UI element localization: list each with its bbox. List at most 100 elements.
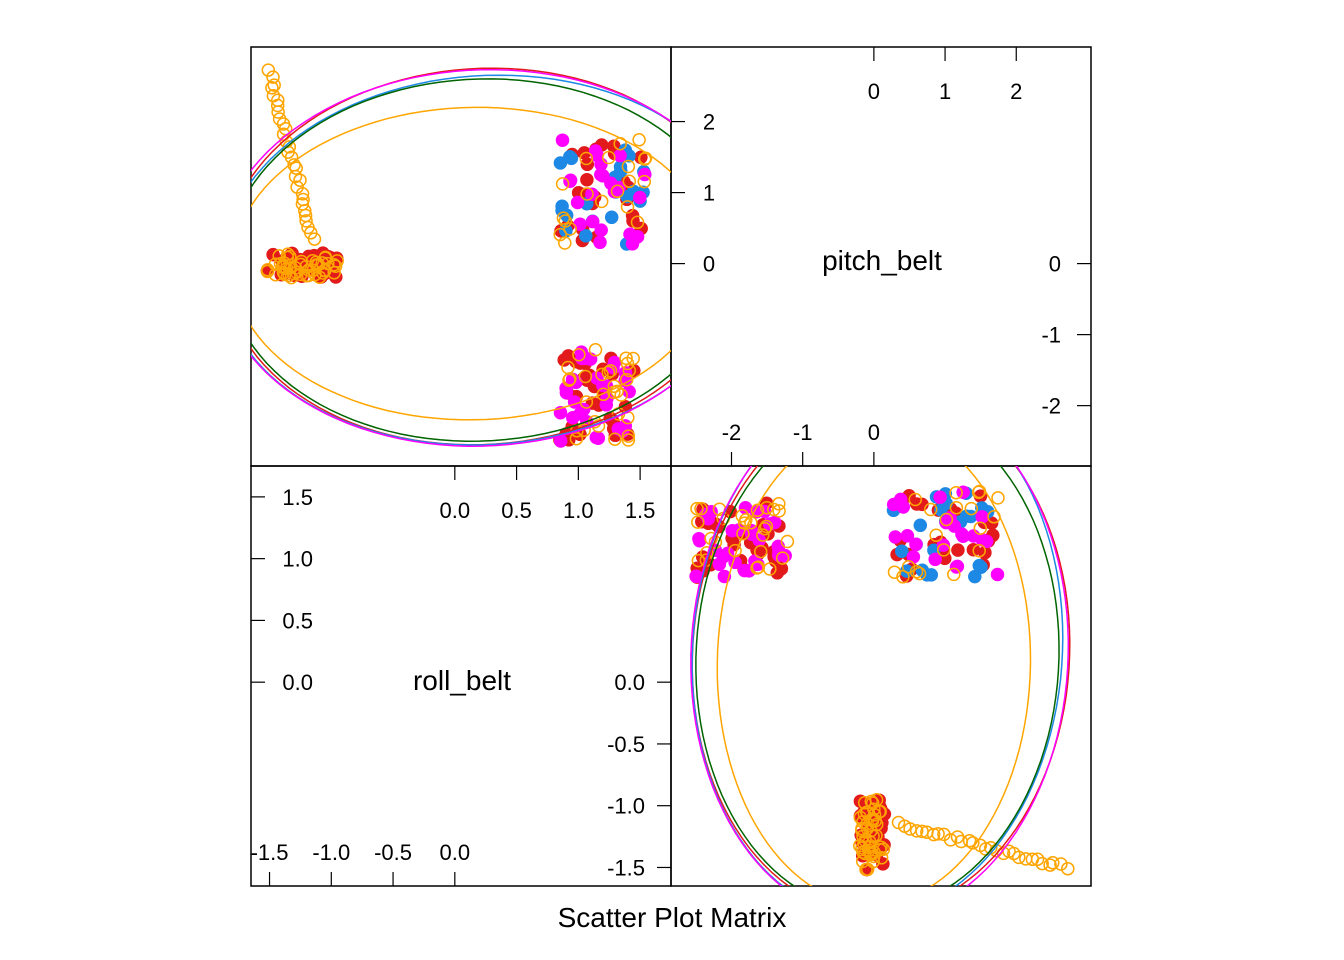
point-bottom-209 (860, 821, 875, 836)
point-bottom-112 (968, 569, 982, 584)
point-top-246 (588, 343, 603, 357)
point-top-103 (564, 151, 579, 166)
point-top-136 (570, 195, 585, 210)
point-bottom-294 (1030, 852, 1045, 866)
point-top-277 (296, 192, 310, 207)
point-bottom-230 (923, 502, 938, 517)
point-bottom-244 (735, 509, 749, 523)
point-bottom-222 (896, 570, 910, 584)
point-bottom-214 (855, 823, 869, 838)
point-bottom-135 (950, 559, 965, 574)
point-top-241 (608, 432, 622, 446)
roll-tick-label-left-6: 1.5 (282, 485, 313, 510)
point-bottom-280 (950, 830, 965, 844)
point-bottom-133 (900, 529, 915, 543)
point-bottom-266 (756, 528, 770, 542)
point-bottom-260 (691, 553, 706, 568)
point-bottom-142 (896, 500, 911, 514)
roll-tick-label-top-1: 0.5 (501, 498, 532, 523)
point-top-202 (268, 267, 283, 282)
point-top-276 (295, 197, 310, 211)
point-bottom-103 (972, 558, 987, 573)
pitch-tick-label-left-4: 2 (703, 110, 715, 135)
point-bottom-297 (1046, 856, 1060, 870)
pitch-tick-label-left-2: 0 (703, 252, 715, 277)
point-top-133 (594, 223, 608, 237)
point-top-244 (614, 388, 628, 402)
roll-tick-label-top-3: 1.5 (625, 498, 656, 523)
point-top-254 (621, 429, 636, 443)
roll-tick-label-right-1: -1.0 (607, 794, 645, 819)
point-top-298 (266, 70, 280, 84)
point-bottom-228 (887, 565, 902, 579)
point-top-260 (569, 431, 584, 446)
point-bottom-261 (767, 502, 781, 517)
point-top-295 (266, 88, 281, 103)
ellipse-top-3 (251, 78, 671, 442)
ellipse-top-4 (251, 106, 671, 421)
roll-tick-label-bottom-3: 0.0 (440, 840, 471, 865)
point-bottom-108 (895, 544, 909, 558)
point-top-231 (555, 177, 570, 191)
point-top-214 (299, 268, 314, 283)
point-bottom-224 (964, 501, 979, 516)
point-top-250 (619, 351, 633, 365)
roll-tick-label-left-4: 0.5 (282, 608, 313, 633)
roll-tick-label-top-2: 1.0 (563, 498, 594, 523)
pitch-tick-label-right-2: 0 (1049, 252, 1061, 277)
point-bottom-254 (694, 501, 708, 516)
point-bottom-234 (991, 491, 1005, 505)
point-bottom-262 (737, 516, 752, 530)
point-top-237 (637, 174, 652, 189)
point-top-219 (318, 250, 333, 265)
pitch-tick-label-right-0: -2 (1041, 394, 1061, 419)
point-top-267 (601, 365, 616, 380)
point-top-165 (573, 407, 587, 421)
point-bottom-138 (990, 567, 1005, 582)
point-bottom-232 (936, 543, 951, 557)
point-bottom-237 (949, 485, 963, 500)
point-top-218 (283, 249, 297, 264)
point-top-225 (610, 184, 625, 199)
pitch-tick-label-bottom-1: -1 (793, 420, 813, 445)
point-top-211 (286, 266, 301, 281)
point-top-294 (271, 93, 285, 108)
point-top-217 (327, 257, 341, 272)
point-bottom-137 (966, 529, 981, 543)
point-bottom-114 (913, 518, 928, 533)
point-bottom-198 (866, 854, 880, 869)
point-top-296 (265, 81, 279, 95)
point-top-220 (556, 211, 571, 225)
point-bottom-136 (928, 552, 942, 567)
point-top-261 (620, 356, 635, 371)
point-bottom-220 (912, 566, 927, 581)
point-bottom-296 (1043, 858, 1057, 872)
roll-tick-label-bottom-1: -1.0 (312, 840, 350, 865)
point-bottom-295 (1035, 856, 1049, 871)
point-top-249 (578, 369, 593, 384)
point-top-279 (290, 180, 304, 194)
point-top-112 (553, 156, 568, 170)
point-bottom-85 (770, 566, 785, 580)
point-top-64 (580, 172, 594, 187)
point-bottom-229 (909, 564, 924, 579)
point-top-108 (579, 229, 593, 243)
point-top-125 (593, 235, 607, 250)
point-bottom-64 (951, 543, 965, 557)
point-bottom-219 (873, 804, 887, 819)
point-bottom-227 (971, 485, 986, 500)
panel-bottom-right (670, 465, 1092, 887)
point-top-273 (299, 214, 313, 228)
point-top-85 (557, 353, 571, 367)
point-top-233 (594, 194, 609, 209)
point-top-229 (558, 214, 573, 228)
ellipses-roll-vs-pitch (690, 466, 1071, 886)
point-top-247 (621, 433, 636, 447)
roll-tick-label-bottom-2: -0.5 (374, 840, 412, 865)
point-top-126 (633, 190, 647, 205)
point-top-127 (585, 214, 600, 229)
point-top-262 (607, 385, 621, 400)
point-bottom-202 (855, 854, 870, 869)
point-top-135 (563, 173, 578, 188)
ellipse-bottom-0 (691, 466, 1071, 886)
